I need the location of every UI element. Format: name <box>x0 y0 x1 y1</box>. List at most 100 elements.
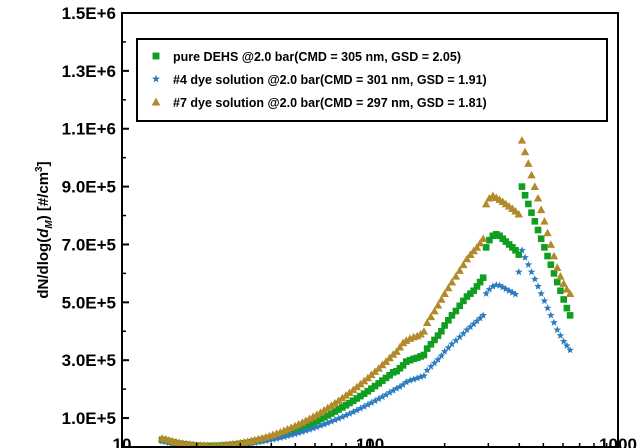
data-point-square <box>393 367 400 375</box>
data-point-star <box>473 317 481 325</box>
data-point-triangle <box>402 336 411 344</box>
data-point-triangle <box>478 234 488 243</box>
y-axis-label-part-6: ] <box>35 161 52 166</box>
data-point-star <box>323 418 332 427</box>
data-point-star <box>476 314 484 322</box>
data-point-star <box>459 329 468 337</box>
data-point-star <box>302 426 310 434</box>
data-point-square <box>335 406 342 413</box>
data-point-triangle <box>392 347 401 355</box>
data-point-square <box>357 392 364 400</box>
series-3 <box>157 136 575 448</box>
y-tick-label: 1.3E+6 <box>62 62 116 81</box>
data-point-star <box>338 412 347 421</box>
data-point-square <box>427 340 435 348</box>
data-point-star <box>547 311 555 319</box>
data-point-star <box>452 336 460 344</box>
data-point-triangle <box>520 147 530 156</box>
data-point-star <box>413 374 422 382</box>
data-point-triangle <box>517 136 527 144</box>
data-point-star <box>374 394 383 403</box>
data-point-triangle <box>451 272 461 280</box>
data-point-triangle <box>481 199 491 208</box>
data-point-star <box>495 281 504 289</box>
data-point-square <box>537 235 545 242</box>
data-point-square <box>534 226 542 234</box>
data-point-star <box>342 411 350 419</box>
data-point-square <box>512 246 519 254</box>
legend-label: #7 dye solution @2.0 bar(CMD = 297 nm, G… <box>173 96 487 110</box>
data-point-star <box>540 296 549 305</box>
data-point-square <box>431 336 438 344</box>
data-point-star <box>382 390 390 399</box>
data-point-star <box>309 424 317 432</box>
data-point-square <box>531 218 539 225</box>
data-point-square <box>406 356 414 364</box>
y-tick-label: 9.0E+5 <box>62 178 116 197</box>
data-point-star <box>427 362 435 370</box>
data-point-triangle <box>301 416 311 424</box>
data-point-star <box>280 432 288 441</box>
data-point-star <box>356 404 365 412</box>
data-point-square <box>563 304 571 312</box>
data-point-square <box>324 412 331 419</box>
data-point-square <box>309 419 317 426</box>
data-point-square <box>473 283 481 290</box>
data-point-triangle <box>553 263 562 271</box>
data-point-star <box>364 400 372 408</box>
data-point-square <box>456 302 464 310</box>
data-point-square <box>515 251 523 258</box>
legend-marker-square <box>152 52 160 60</box>
data-point-triangle <box>440 289 449 298</box>
legend-label: #4 dye solution @2.0 bar(CMD = 301 nm, G… <box>173 73 487 87</box>
data-point-triangle <box>338 393 347 402</box>
data-point-square <box>353 395 361 402</box>
data-point-square <box>448 312 456 319</box>
data-point-star <box>444 343 453 351</box>
x-tick-label: 100 <box>356 435 384 448</box>
data-point-square <box>375 380 382 387</box>
data-point-star <box>508 288 517 296</box>
data-point-square <box>434 332 442 339</box>
legend-marker-triangle <box>151 97 161 106</box>
y-tick-label: 3.0E+5 <box>62 351 116 370</box>
data-point-triangle <box>323 403 332 412</box>
data-point-star <box>385 388 394 396</box>
data-point-square <box>331 408 339 415</box>
data-point-star <box>479 311 487 319</box>
data-point-star <box>345 409 354 417</box>
data-point-star <box>566 346 574 354</box>
data-point-triangle <box>565 289 575 298</box>
legend-box <box>136 38 608 122</box>
data-point-triangle <box>430 306 439 315</box>
data-point-star <box>563 341 571 349</box>
data-point-square <box>327 410 335 417</box>
data-point-square <box>382 374 390 382</box>
data-point-square <box>342 401 350 409</box>
data-point-triangle <box>305 414 314 422</box>
data-point-star <box>524 260 533 268</box>
data-markers <box>157 136 575 448</box>
data-point-square <box>479 274 487 282</box>
legend-marker-star <box>152 74 160 83</box>
data-point-triangle <box>546 240 556 248</box>
data-point-star <box>312 423 321 431</box>
data-point-square <box>317 415 324 423</box>
y-axis-label-part-4: ) [#/cm <box>35 172 52 220</box>
data-point-triangle <box>533 193 543 202</box>
data-point-star <box>276 433 285 441</box>
data-point-triangle <box>543 228 552 237</box>
axis-ticks: 1.0E+5 3.0E+5 5.0E+5 7.0E+5 9.0E+5 1.1E+6 1.3E… <box>62 4 637 448</box>
y-axis-label-part-5: 3 <box>34 166 45 172</box>
data-point-triangle <box>549 251 559 260</box>
data-point-square <box>560 296 567 303</box>
data-point-star <box>287 430 295 439</box>
data-point-square <box>518 183 526 190</box>
data-point-triangle <box>559 279 568 287</box>
data-point-square <box>349 397 357 405</box>
data-point-star <box>392 384 401 392</box>
data-point-square <box>320 413 328 421</box>
data-point-square <box>410 355 417 363</box>
x-tick-label: 10 <box>113 435 132 448</box>
data-point-triangle <box>472 243 482 251</box>
